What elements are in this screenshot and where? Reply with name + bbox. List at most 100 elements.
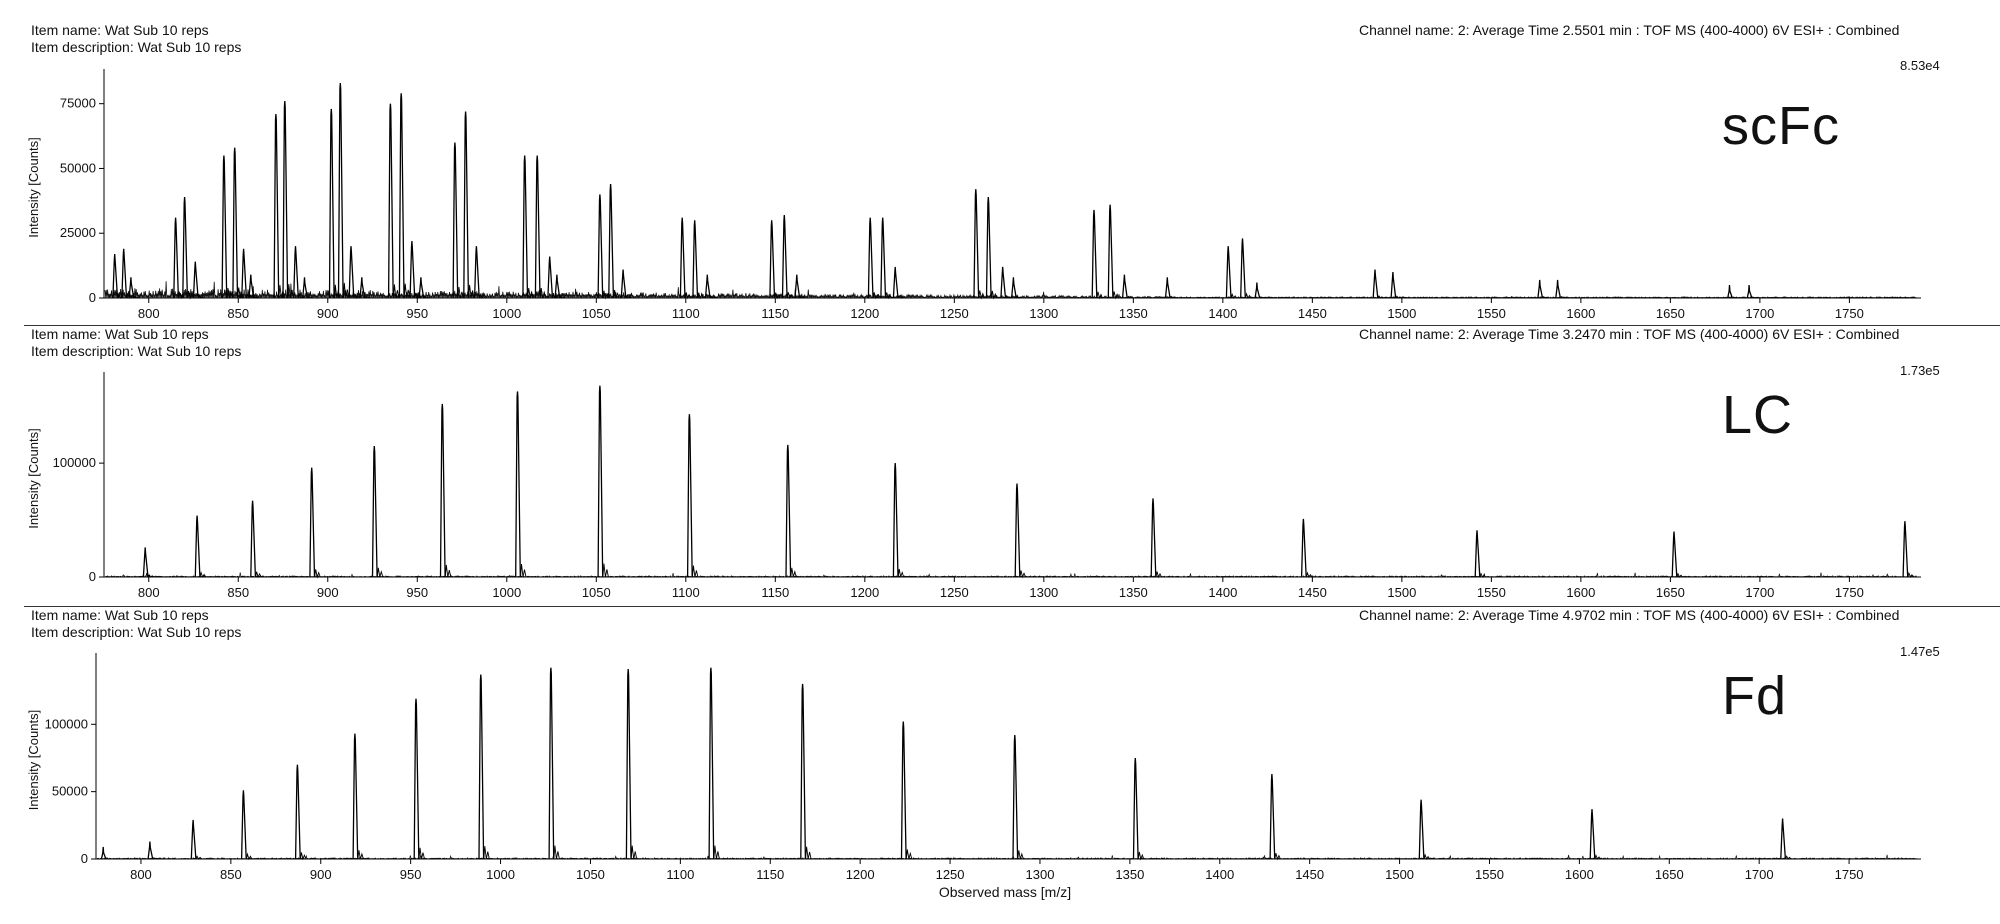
spectrum-peak: [398, 93, 405, 299]
peak-isotope-shoulder: [897, 568, 905, 578]
spectrum-label: Fd: [1722, 666, 1788, 726]
spectrum-peak: [337, 82, 344, 299]
spectrum-peak: [352, 733, 359, 860]
x-tick-label: 1250: [940, 306, 969, 321]
peak-isotope-shoulder: [1112, 291, 1120, 300]
spectrum-peak: [348, 246, 355, 299]
peak-isotope-shoulder: [1259, 296, 1266, 299]
peak-isotope-shoulder: [1230, 293, 1238, 299]
peak-isotope-shoulder: [1005, 294, 1012, 299]
spectrum-peak: [1132, 757, 1139, 860]
x-tick-label: 1600: [1566, 306, 1595, 321]
spectrum-peak: [293, 246, 299, 299]
peak-isotope-shoulder: [539, 287, 547, 299]
x-tick-label: 1050: [582, 585, 611, 600]
peak-isotope-shoulder: [625, 295, 632, 299]
peak-isotope-shoulder: [885, 292, 892, 300]
peak-isotope-shoulder: [1127, 295, 1134, 299]
spectrum-peak: [194, 515, 201, 578]
y-tick-label: 50000: [60, 160, 96, 175]
x-axis-title-text: Observed mass [m/z]: [938, 884, 1072, 900]
x-tick-label: 1700: [1745, 585, 1774, 600]
spectrum-peak: [704, 274, 711, 299]
spectrum-peak: [1107, 204, 1114, 299]
x-tick-label: 1050: [576, 867, 605, 882]
item-description: Item description: Wat Sub 10 reps: [31, 624, 242, 640]
x-tick-label: 1150: [756, 867, 784, 882]
item-name: Item name: Wat Sub 10 reps: [31, 326, 209, 342]
peak-isotope-shoulder: [187, 290, 194, 300]
spectrum-peak: [1240, 238, 1246, 299]
peak-isotope-shoulder: [199, 571, 206, 579]
peak-isotope-shoulder: [786, 292, 794, 300]
peak-isotope-shoulder: [423, 295, 430, 299]
peak-isotope-shoulder: [245, 852, 253, 861]
peak-isotope-shoulder: [602, 290, 609, 300]
peak-isotope-shoulder: [444, 564, 452, 578]
peak-isotope-shoulder: [1479, 572, 1486, 578]
x-tick-label: 1650: [1656, 306, 1685, 321]
x-tick-label: 1450: [1298, 585, 1327, 600]
peak-isotope-shoulder: [978, 290, 985, 300]
peak-isotope-shoulder: [1395, 295, 1402, 299]
x-tick-label: 800: [138, 585, 160, 600]
peak-isotope-shoulder: [197, 294, 205, 299]
peak-isotope-shoulder: [478, 293, 486, 299]
x-tick-label: 1550: [1477, 306, 1506, 321]
spectrum-peak: [100, 846, 107, 860]
peak-isotope-shoulder: [602, 563, 609, 578]
spectrum-peak: [1671, 531, 1678, 578]
y-axis-label: Intensity [Counts]: [26, 428, 41, 528]
spectrum-label: scFc: [1722, 96, 1840, 156]
x-tick-label: 1350: [1119, 306, 1148, 321]
peak-isotope-shoulder: [790, 567, 797, 578]
spectrum-peak: [473, 246, 480, 299]
peak-isotope-shoulder: [307, 295, 314, 299]
x-tick-label: 1750: [1835, 585, 1864, 600]
spectrum-peak: [142, 547, 149, 578]
peak-isotope-shoulder: [691, 565, 699, 578]
peak-isotope-shoulder: [253, 295, 260, 299]
spectrum-peak: [182, 196, 189, 299]
peak-isotope-shoulder: [1019, 570, 1026, 579]
spectrum-peak: [273, 113, 280, 299]
x-tick-label: 1550: [1477, 585, 1506, 600]
spectrum-peak: [387, 103, 394, 299]
spectrum-peak: [190, 819, 197, 860]
baseline-noise-trace: [104, 281, 1917, 300]
peak-isotope-shoulder: [990, 290, 998, 300]
peak-isotope-shoulder: [872, 292, 880, 300]
peak-isotope-shoulder: [255, 571, 262, 579]
spectrum-peak: [147, 841, 154, 860]
x-tick-label: 1750: [1835, 306, 1864, 321]
spectrum-peak: [1537, 279, 1544, 299]
x-tick-label: 1200: [846, 867, 875, 882]
spectrum-peak: [241, 248, 248, 299]
peak-isotope-shoulder: [1560, 296, 1567, 299]
peak-isotope-shoulder: [418, 847, 425, 860]
peak-isotope-shoulder: [1907, 571, 1914, 578]
x-tick-label: 1100: [672, 306, 700, 321]
spectrum-peak: [597, 385, 604, 578]
peak-isotope-shoulder: [613, 289, 620, 299]
x-tick-label: 1050: [582, 306, 611, 321]
spectrum-peak: [1300, 518, 1307, 578]
peak-isotope-shoulder: [403, 283, 411, 299]
spectrum-panel-fd: Item name: Wat Sub 10 reps Item descript…: [0, 607, 2000, 924]
peak-isotope-shoulder: [353, 293, 360, 299]
spectrum-chart-scfc: 0 25000 50000 75000 Intensity [Counts] 800 850…: [26, 69, 1921, 321]
spectrum-peak: [608, 183, 615, 299]
item-name: Item name: Wat Sub 10 reps: [31, 22, 209, 38]
spectrum-peak: [1418, 799, 1425, 860]
peak-isotope-shoulder: [1732, 296, 1739, 299]
peak-isotope-shoulder: [1594, 854, 1601, 860]
spectrum-peak: [452, 142, 459, 299]
x-tick-label: 1600: [1565, 867, 1594, 882]
peak-isotope-shoulder: [1274, 852, 1281, 861]
peak-isotope-shoulder: [105, 857, 112, 860]
x-tick-label: 900: [317, 306, 339, 321]
peak-isotope-shoulder: [1169, 295, 1177, 299]
x-tick-label: 1450: [1298, 306, 1327, 321]
peak-isotope-shoulder: [553, 845, 560, 860]
peak-isotope-shoulder: [152, 857, 159, 860]
